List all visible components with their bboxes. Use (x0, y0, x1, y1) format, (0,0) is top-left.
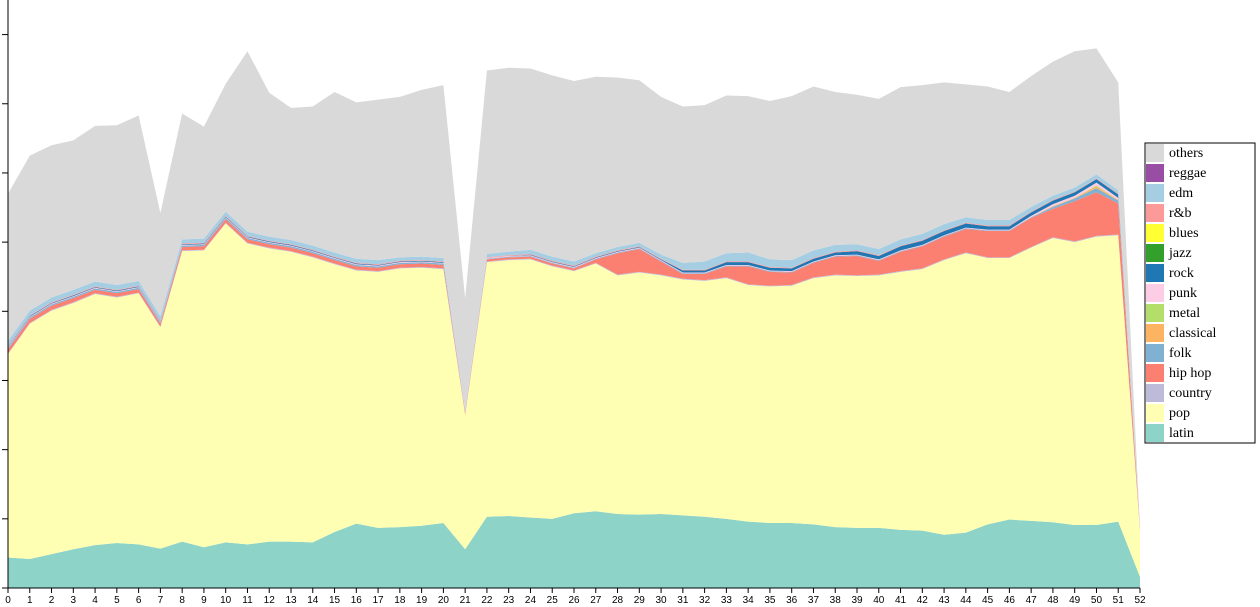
x-tick-label: 50 (1091, 595, 1103, 606)
x-tick-label: 21 (460, 595, 472, 606)
x-tick-label: 15 (329, 595, 341, 606)
legend-swatch-punk (1146, 284, 1164, 302)
legend-swatch-classical (1146, 324, 1164, 342)
x-tick-label: 31 (677, 595, 689, 606)
x-tick-label: 29 (634, 595, 646, 606)
x-tick-label: 6 (136, 595, 142, 606)
x-tick-label: 46 (1004, 595, 1016, 606)
legend-label-pop: pop (1169, 406, 1190, 421)
x-tick-label: 1 (27, 595, 33, 606)
legend-swatch-reggae (1146, 164, 1164, 182)
x-tick-label: 24 (525, 595, 537, 606)
legend-swatch-randb (1146, 204, 1164, 222)
x-tick-label: 4 (92, 595, 98, 606)
x-tick-label: 5 (114, 595, 120, 606)
x-tick-label: 14 (307, 595, 319, 606)
legend-swatch-country (1146, 384, 1164, 402)
x-tick-label: 48 (1047, 595, 1059, 606)
x-tick-label: 38 (830, 595, 842, 606)
x-tick-label: 11 (242, 595, 253, 606)
x-tick-label: 2 (49, 595, 55, 606)
legend: others reggae edm r&b blues jazz rock punk metal… (1144, 142, 1256, 444)
x-tick-label: 28 (612, 595, 624, 606)
x-tick-label: 33 (721, 595, 733, 606)
x-tick-label: 52 (1134, 595, 1146, 606)
legend-swatch-jazz (1146, 244, 1164, 262)
area-pop (8, 223, 1140, 577)
legend-label-randb: r&b (1169, 206, 1192, 221)
x-tick-label: 32 (699, 595, 711, 606)
area-latin (8, 511, 1140, 588)
x-tick-label: 7 (158, 595, 164, 606)
legend-label-edm: edm (1169, 186, 1193, 201)
legend-label-punk: punk (1169, 286, 1197, 301)
x-tick-label: 43 (939, 595, 951, 606)
x-tick-label: 17 (373, 595, 385, 606)
legend-label-latin: latin (1169, 426, 1194, 441)
x-tick-label: 47 (1026, 595, 1038, 606)
legend-label-metal: metal (1169, 306, 1200, 321)
legend-swatch-blues (1146, 224, 1164, 242)
x-tick-label: 22 (481, 595, 493, 606)
legend-swatch-pop (1146, 404, 1164, 422)
x-tick-label: 0 (5, 595, 11, 606)
x-tick-label: 36 (786, 595, 798, 606)
x-tick-label: 19 (416, 595, 428, 606)
legend-swatch-rock (1146, 264, 1164, 282)
area-hip-hop (8, 192, 1140, 531)
x-tick-label: 39 (851, 595, 863, 606)
x-tick-label: 49 (1069, 595, 1081, 606)
x-tick-label: 20 (438, 595, 450, 606)
legend-swatch-latin (1146, 424, 1164, 442)
x-tick-label: 42 (917, 595, 929, 606)
legend-swatch-hip-hop (1146, 364, 1164, 382)
x-tick-label: 16 (351, 595, 363, 606)
x-tick-label: 37 (808, 595, 820, 606)
legend-label-others: others (1169, 146, 1203, 161)
area-layers (8, 48, 1140, 588)
x-tick-label: 8 (179, 595, 185, 606)
x-tick-label: 18 (394, 595, 406, 606)
x-tick-label: 12 (264, 595, 276, 606)
x-tick-label: 51 (1113, 595, 1125, 606)
axes: 0 1 2 3 4 5 6 7 8 9 10 11 12 13 14 15 16 17 18 19 20 21 22 23 24… (2, 0, 1146, 606)
x-tick-label: 30 (656, 595, 668, 606)
x-tick-label: 26 (568, 595, 580, 606)
area-others (8, 48, 1140, 528)
x-tick-label: 40 (873, 595, 885, 606)
legend-swatch-folk (1146, 344, 1164, 362)
legend-label-reggae: reggae (1169, 166, 1206, 181)
legend-swatch-metal (1146, 304, 1164, 322)
legend-label-classical: classical (1169, 326, 1217, 341)
x-tick-label: 41 (895, 595, 907, 606)
x-tick-label: 10 (220, 595, 232, 606)
legend-label-blues: blues (1169, 226, 1199, 241)
x-tick-label: 23 (503, 595, 515, 606)
x-tick-label: 9 (201, 595, 207, 606)
legend-label-country: country (1169, 386, 1212, 401)
legend-swatch-edm (1146, 184, 1164, 202)
legend-swatch-others (1146, 144, 1164, 162)
x-tick-label: 44 (960, 595, 972, 606)
legend-label-folk: folk (1169, 346, 1192, 361)
x-tick-label: 45 (982, 595, 994, 606)
area-edm (8, 174, 1140, 528)
x-tick-label: 13 (285, 595, 297, 606)
legend-label-rock: rock (1169, 266, 1194, 281)
x-tick-label: 35 (764, 595, 776, 606)
legend-label-jazz: jazz (1168, 246, 1192, 261)
x-tick-label: 3 (71, 595, 77, 606)
legend-label-hip-hop: hip hop (1169, 366, 1211, 381)
x-tick-label: 25 (547, 595, 559, 606)
x-tick-label: 27 (590, 595, 602, 606)
x-tick-label: 34 (743, 595, 755, 606)
